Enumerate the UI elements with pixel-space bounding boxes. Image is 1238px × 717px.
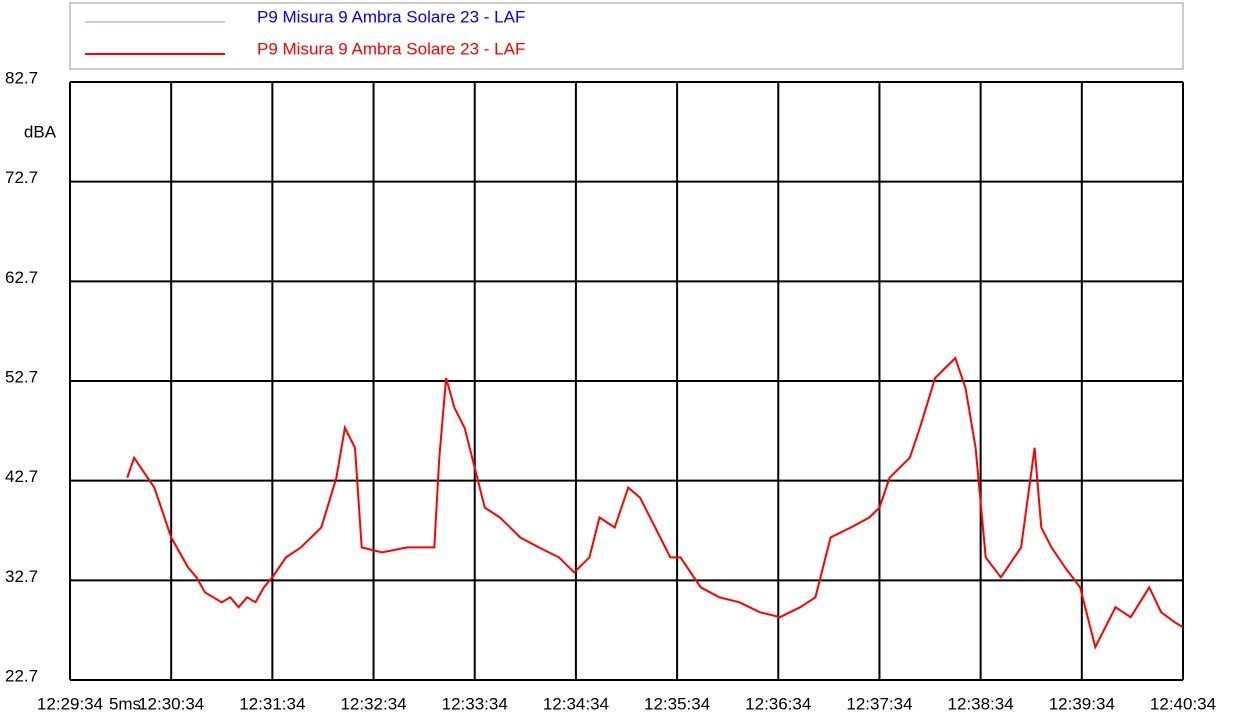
x-tick-label: 12:32:34 — [340, 694, 406, 713]
x-tick-label: 12:37:34 — [846, 694, 912, 713]
legend-label: P9 Misura 9 Ambra Solare 23 - LAF — [257, 39, 525, 58]
y-tick-label: 52.7 — [5, 367, 38, 386]
y-tick-label: 32.7 — [5, 567, 38, 586]
y-tick-label: 72.7 — [5, 168, 38, 187]
x-tick-label: 12:29:34 — [37, 694, 103, 713]
x-tick-label: 12:40:34 — [1150, 694, 1216, 713]
x-tick-label: 12:34:34 — [543, 694, 609, 713]
y-axis-label: dBA — [24, 122, 57, 141]
x-tick-label: 12:39:34 — [1049, 694, 1115, 713]
legend-label: P9 Misura 9 Ambra Solare 23 - LAF — [257, 7, 525, 26]
x-tick-label: 12:36:34 — [745, 694, 811, 713]
y-tick-label: 22.7 — [5, 666, 38, 685]
legend-box — [69, 2, 1184, 70]
x-tick-label: 12:38:34 — [948, 694, 1014, 713]
x-tick-label: 12:31:34 — [239, 694, 305, 713]
x-tick-label: 12:33:34 — [442, 694, 508, 713]
x-tick-label: 12:35:34 — [644, 694, 710, 713]
series-line — [126, 356, 1184, 650]
y-tick-label: 42.7 — [5, 467, 38, 486]
y-tick-label: 82.7 — [5, 68, 38, 87]
x-tick-label: 12:30:34 — [138, 694, 204, 713]
y-tick-label: 62.7 — [5, 268, 38, 287]
x-axis-label: 5ms — [109, 694, 141, 713]
